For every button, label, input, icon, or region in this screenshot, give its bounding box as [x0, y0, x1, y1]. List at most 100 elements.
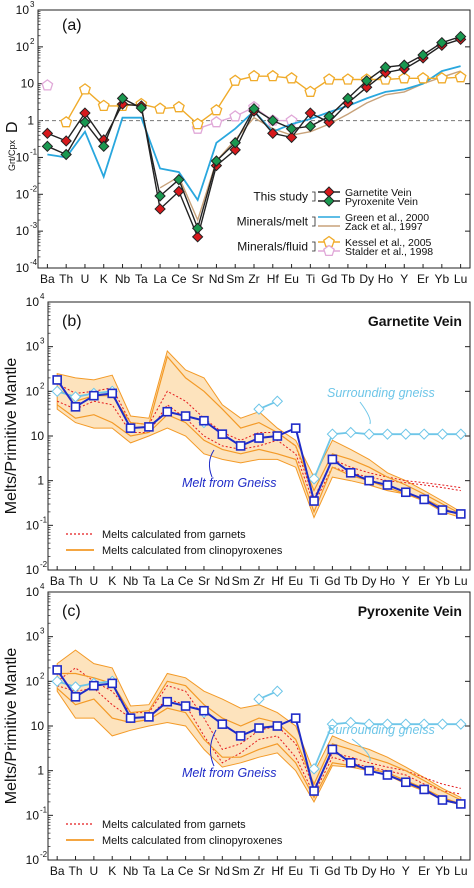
point-gneissMelt — [419, 784, 429, 795]
y-axis-label-main: D — [4, 121, 21, 133]
y-tick-label: 10 — [26, 518, 40, 532]
point-gneissMelt — [419, 494, 429, 505]
y-tick-label: 10 — [26, 563, 40, 577]
x-tick-label: Lu — [454, 272, 467, 286]
point-pyroxenite — [248, 102, 260, 115]
point-gneiss — [418, 428, 430, 440]
point-gneissMelt — [70, 402, 81, 412]
point-gneissMelt — [125, 713, 136, 723]
y-tick-label: 10 — [16, 3, 30, 17]
point-gneissMelt — [400, 487, 411, 498]
point-kessel2005 — [172, 100, 185, 113]
x-tick-label: Ta — [135, 272, 148, 286]
x-tick-label: Yb — [435, 864, 450, 878]
x-tick-label: Ti — [306, 272, 316, 286]
point-pyroxenite — [191, 222, 204, 234]
x-tick-label: Ce — [178, 574, 194, 588]
point-pyroxenite — [417, 49, 429, 61]
legend-bracket — [312, 241, 316, 252]
point-garnetite — [191, 231, 204, 243]
legend-entry: Kessel et al., 2005 — [345, 237, 432, 249]
point-garnetite — [229, 144, 241, 156]
point-gneissMelt — [309, 496, 319, 506]
x-tick-label: Yb — [434, 272, 449, 286]
y-tick-label: 10 — [31, 719, 45, 733]
y-tick-label: 10 — [16, 150, 30, 164]
x-tick-label: Sm — [232, 864, 250, 878]
y-tick-label: 10 — [26, 674, 40, 688]
point-pyroxenite — [454, 30, 467, 43]
point-gneiss — [326, 718, 339, 730]
y-tick-label: 10 — [26, 585, 40, 599]
garnet-melt-line — [57, 400, 461, 506]
point-kessel2005 — [398, 71, 411, 84]
point-kessel2005 — [229, 74, 242, 86]
x-tick-label: Ce — [178, 864, 194, 878]
x-tick-label: Er — [417, 272, 429, 286]
x-tick-label: Y — [400, 272, 408, 286]
point-kessel2005 — [60, 115, 73, 128]
point-gneissMelt — [400, 777, 411, 788]
x-tick-label: Nd — [215, 864, 230, 878]
point-gneissMelt — [235, 441, 246, 451]
point-gneiss — [363, 718, 375, 730]
x-tick-label: Eu — [288, 574, 303, 588]
point-gneiss — [381, 718, 394, 730]
x-tick-label: Dy — [362, 574, 377, 588]
point-gneissMelt — [364, 475, 374, 486]
point-stalder1998 — [229, 110, 242, 122]
point-gneissMelt — [162, 696, 173, 707]
point-kessel2005 — [210, 103, 223, 116]
cpx-melt-line — [57, 672, 462, 801]
x-tick-label: Yb — [435, 574, 450, 588]
point-gneiss — [455, 718, 467, 730]
legend-entry: Melts calculated from clinopyroxenes — [102, 545, 283, 557]
point-pyroxenite — [210, 155, 223, 167]
x-tick-label: Nb — [123, 574, 139, 588]
x-tick-label: Gd — [324, 864, 340, 878]
x-tick-label: K — [108, 864, 116, 878]
x-tick-label: Nd — [215, 574, 230, 588]
x-tick-label: Th — [69, 574, 83, 588]
y-tick-label: 1 — [37, 474, 44, 488]
point-gneiss — [436, 718, 449, 730]
point-pyroxenite — [98, 140, 110, 153]
point-gneissMelt — [345, 758, 356, 768]
point-gneissMelt — [364, 765, 374, 776]
y-axis-label-sub: Grt/Cpx — [7, 139, 17, 171]
point-kessel2005 — [435, 71, 448, 84]
point-stalder1998 — [210, 115, 223, 128]
legend-entry: Stalder et al., 1998 — [345, 246, 433, 258]
x-tick-label: Tb — [344, 864, 358, 878]
garnet-melt-line — [57, 685, 461, 796]
point-gneissMelt — [290, 423, 301, 433]
point-gneissMelt — [254, 433, 264, 443]
y-tick-exponent: 4 — [40, 292, 45, 301]
point-pyroxenite — [360, 75, 373, 87]
point-gneissMelt — [89, 390, 99, 401]
point-gneiss — [363, 428, 375, 440]
point-gneissMelt — [254, 723, 264, 733]
legend-bracket — [312, 216, 316, 227]
x-tick-label: Zr — [253, 574, 264, 588]
y-tick-exponent: 3 — [40, 337, 45, 346]
point-pyroxenite — [342, 92, 354, 105]
point-gneiss — [69, 681, 82, 693]
x-tick-label: Y — [402, 864, 410, 878]
point-pyroxenite — [154, 190, 166, 202]
point-gneissMelt — [437, 795, 448, 805]
point-pyroxenite — [173, 173, 185, 186]
point-gneissMelt — [144, 422, 154, 432]
point-gneiss — [271, 395, 284, 407]
legend-group-label: Minerals/melt — [237, 215, 309, 229]
cpx-melt-line — [56, 687, 461, 805]
x-tick-label: Ba — [50, 574, 65, 588]
y-tick-exponent: -1 — [40, 805, 48, 814]
y-tick-label: 10 — [26, 384, 40, 398]
cpx-melt-line — [56, 355, 462, 515]
point-gneissMelt — [217, 429, 228, 439]
point-gneissMelt — [107, 388, 118, 399]
point-gneissMelt — [89, 680, 99, 691]
x-tick-label: Th — [69, 864, 83, 878]
